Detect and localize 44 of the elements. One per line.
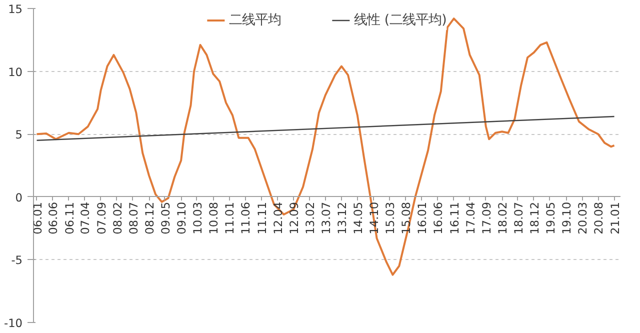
x-tick-label: 08.07 [126,202,140,234]
x-tick-label: 11.06 [238,202,253,234]
x-tick-label: 12.09 [286,202,301,234]
y-tick-label: -10 [4,316,23,330]
x-tick-label: 13.12 [334,202,349,234]
x-tick-label: 20.03 [576,202,590,234]
x-tick-label: 20.08 [592,202,606,234]
x-tick-label: 15.08 [399,202,414,234]
y-tick-label: -5 [11,253,22,268]
x-tick-label: 16.06 [431,202,446,234]
legend-label: 线性 (二线平均) [354,12,447,29]
x-tick-label: 16.11 [447,202,462,234]
x-tick-label: 14.05 [350,202,365,234]
x-tick-label: 08.02 [110,202,124,234]
x-tick-label: 16.01 [415,202,430,234]
x-tick-label: 19.10 [560,202,574,234]
x-tick-label: 10.03 [190,202,204,234]
x-tick-label: 14.10 [367,202,382,234]
x-tick-label: 21.01 [608,202,622,234]
y-tick-label: 10 [8,64,23,79]
legend-label: 二线平均 [229,12,282,29]
x-tick-label: 15.03 [382,202,397,234]
x-tick-label: 12.04 [270,202,285,234]
x-tick-label: 18.12 [527,202,542,234]
x-tick-label: 09.10 [174,202,189,234]
y-tick-label: 0 [15,190,23,204]
x-tick-label: 18.02 [496,202,510,234]
x-tick-label: 18.07 [511,202,526,234]
x-tick-label: 13.02 [303,202,318,234]
y-tick-label: 5 [15,128,23,142]
x-tick-label: 07.09 [94,202,108,234]
x-tick-label: 08.12 [142,202,157,234]
x-tick-label: 07.04 [78,202,92,234]
x-tick-label: 09.05 [158,202,172,234]
x-tick-label: 06.11 [62,202,76,234]
x-tick-label: 17.09 [479,202,494,234]
x-tick-label: 06.06 [46,202,60,234]
x-tick-label: 11.11 [254,202,269,234]
x-tick-label: 17.04 [463,202,478,234]
x-tick-label: 19.05 [543,202,558,234]
x-tick-label: 13.07 [318,202,333,234]
y-tick-label: 15 [8,2,23,16]
x-tick-label: 11.01 [222,202,237,234]
x-tick-label: 10.08 [206,202,221,234]
